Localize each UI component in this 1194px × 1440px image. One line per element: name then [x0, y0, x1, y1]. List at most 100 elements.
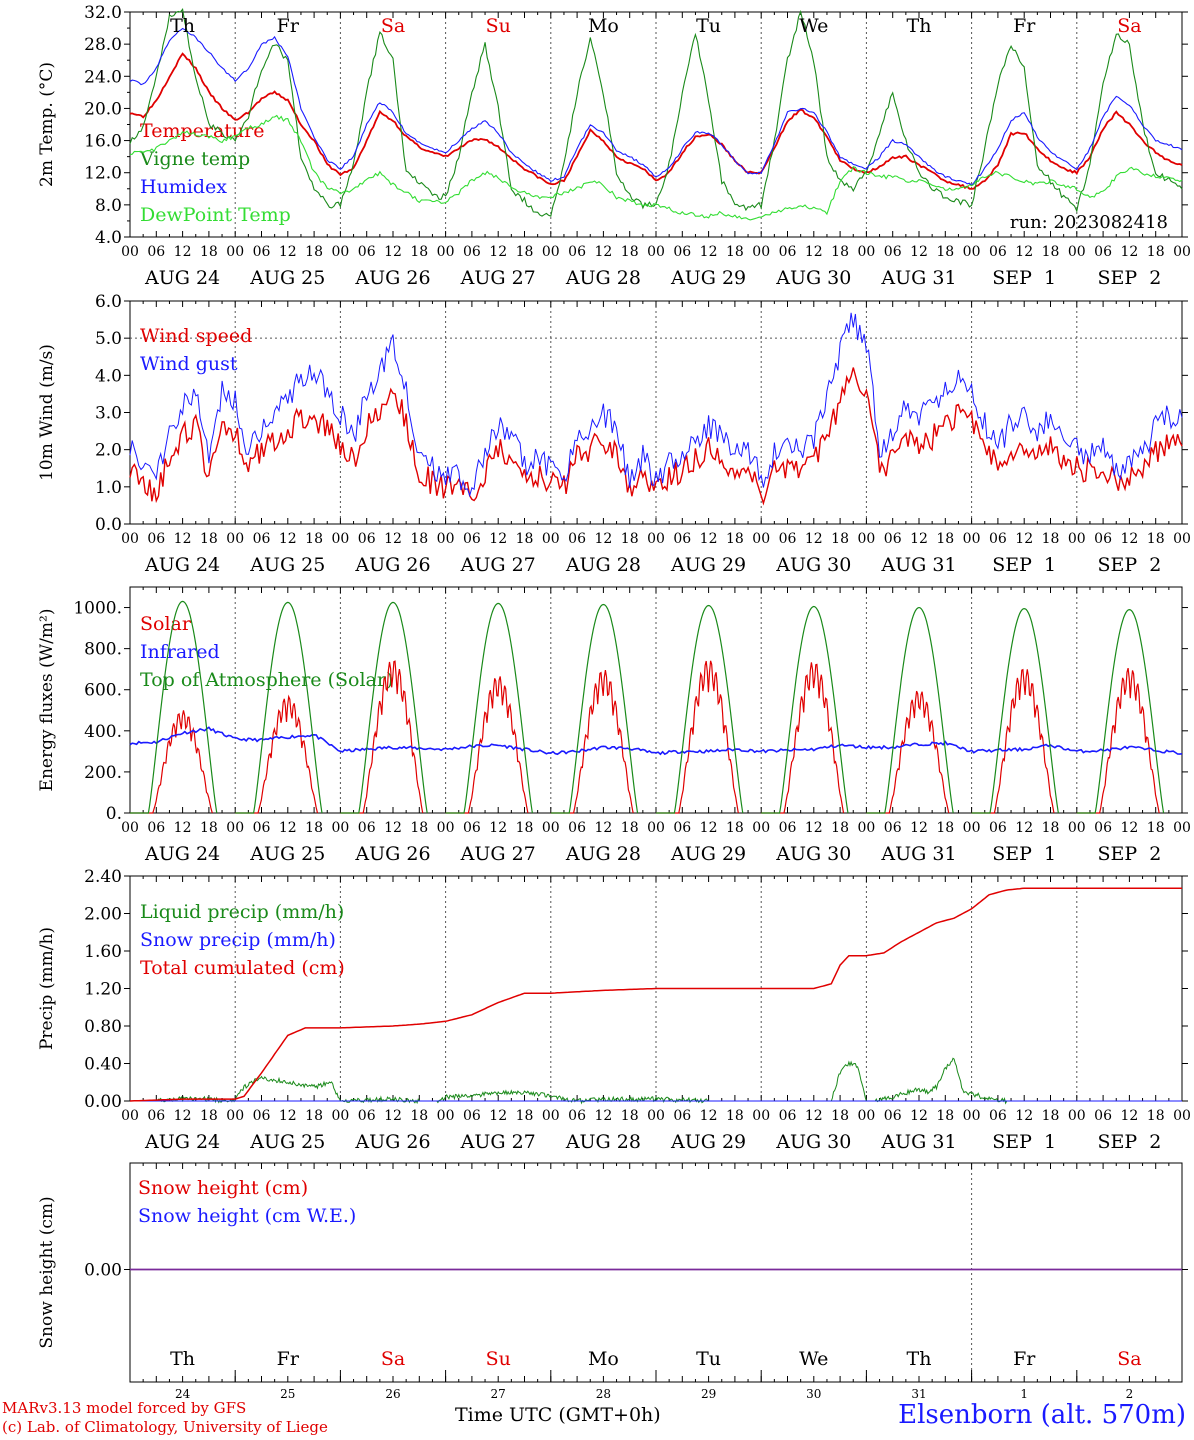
y-axis-label: 2m Temp. (°C)	[37, 62, 57, 187]
x-date-label: AUG 28	[565, 267, 641, 289]
series-line	[130, 600, 1165, 814]
x-date-label: AUG 24	[144, 554, 220, 576]
x-hour-label: 06	[989, 531, 1007, 547]
x-hour-label: 00	[752, 244, 770, 260]
x-hour-label: 12	[910, 531, 928, 547]
x-hour-label: 12	[594, 820, 612, 836]
x-date-label: AUG 29	[670, 267, 746, 289]
x-date-label: SEP 1	[992, 554, 1056, 576]
x-hour-label: 12	[700, 531, 718, 547]
y-tick-label: 12.0	[84, 164, 122, 184]
x-hour-label: 00	[437, 820, 455, 836]
x-hour-label: 12	[805, 820, 823, 836]
x-hour-label: 12	[1015, 244, 1033, 260]
x-hour-label: 18	[1042, 820, 1060, 836]
x-hour-label: 00	[331, 531, 349, 547]
x-hour-label: 00	[437, 531, 455, 547]
x-hour-label: 18	[831, 820, 849, 836]
x-hour-label: 00	[752, 820, 770, 836]
y-axis-label: Snow height (cm)	[37, 1196, 57, 1348]
y-tick-label: 2.40	[84, 867, 122, 887]
legend-label: Snow precip (mm/h)	[140, 929, 336, 951]
x-hour-label: 00	[121, 820, 139, 836]
x-hour-label: 18	[621, 820, 639, 836]
x-hour-label: 12	[489, 820, 507, 836]
y-tick-label: 1000.	[73, 599, 122, 619]
x-hour-label: 12	[384, 820, 402, 836]
x-hour-label: 00	[437, 1108, 455, 1124]
series-line	[129, 114, 1183, 221]
x-date-label: SEP 1	[992, 843, 1056, 865]
x-hour-label: 00	[647, 820, 665, 836]
y-axis-label: Energy fluxes (W/m²)	[37, 609, 57, 792]
weekday-label: Tu	[696, 15, 721, 37]
x-hour-label: 12	[1015, 820, 1033, 836]
legend-label: Liquid precip (mm/h)	[140, 901, 344, 923]
weekday-label: Fr	[1013, 15, 1036, 37]
x-hour-label: 06	[358, 1108, 376, 1124]
x-hour-label: 18	[621, 531, 639, 547]
x-hour-label: 18	[410, 244, 428, 260]
y-tick-label: 200.	[84, 763, 122, 783]
x-date-label: AUG 27	[460, 843, 536, 865]
x-hour-label: 18	[305, 531, 323, 547]
x-hour-label: 06	[884, 244, 902, 260]
x-hour-label: 00	[226, 531, 244, 547]
x-hour-label: 18	[831, 531, 849, 547]
x-hour-label: 12	[1015, 531, 1033, 547]
x-hour-label: 12	[910, 1108, 928, 1124]
x-hour-label: 06	[568, 244, 586, 260]
x-hour-label: 06	[673, 244, 691, 260]
x-hour-label: 06	[1094, 1108, 1112, 1124]
x-date-label: AUG 31	[880, 554, 956, 576]
x-hour-label: 12	[279, 1108, 297, 1124]
x-hour-label: 06	[1094, 820, 1112, 836]
y-tick-label: 0.0	[95, 515, 122, 535]
day-number-label: 28	[596, 1387, 611, 1401]
x-hour-label: 12	[1120, 244, 1138, 260]
x-date-label: AUG 28	[565, 1131, 641, 1153]
x-hour-label: 06	[884, 820, 902, 836]
x-hour-label: 00	[1173, 531, 1191, 547]
y-tick-label: 4.0	[95, 366, 122, 386]
x-hour-label: 06	[253, 1108, 271, 1124]
x-hour-label: 18	[621, 244, 639, 260]
x-date-label: AUG 28	[565, 554, 641, 576]
weekday-label: Fr	[277, 15, 300, 37]
model-credit: MARv3.13 model forced by GFS	[2, 1399, 247, 1417]
series-line	[130, 660, 1160, 814]
weekday-label: Th	[170, 15, 195, 37]
x-hour-label: 00	[121, 531, 139, 547]
y-tick-label: 400.	[84, 722, 122, 742]
x-hour-label: 12	[594, 1108, 612, 1124]
x-hour-label: 00	[437, 244, 455, 260]
x-hour-label: 12	[384, 244, 402, 260]
weekday-label: Mo	[588, 15, 619, 37]
x-hour-label: 00	[857, 1108, 875, 1124]
x-hour-label: 12	[594, 531, 612, 547]
x-date-label: AUG 24	[144, 267, 220, 289]
x-hour-label: 18	[1042, 531, 1060, 547]
x-hour-label: 18	[410, 531, 428, 547]
x-hour-label: 00	[121, 1108, 139, 1124]
x-hour-label: 18	[305, 244, 323, 260]
x-hour-label: 06	[358, 820, 376, 836]
day-number-label: 30	[806, 1387, 821, 1401]
series-line	[129, 367, 1183, 506]
x-hour-label: 06	[463, 244, 481, 260]
legend-label: Infrared	[140, 641, 220, 663]
weekday-label: Tu	[696, 1348, 721, 1370]
x-hour-label: 00	[647, 531, 665, 547]
weekday-label: Sa	[1117, 15, 1141, 37]
y-tick-label: 0.40	[84, 1055, 122, 1075]
day-number-label: 2	[1126, 1387, 1134, 1401]
legend-label: Wind gust	[140, 353, 238, 375]
series-line	[129, 887, 1182, 1102]
x-hour-label: 00	[331, 820, 349, 836]
y-tick-label: 0.80	[84, 1017, 122, 1037]
x-hour-label: 12	[1120, 1108, 1138, 1124]
x-hour-label: 12	[489, 1108, 507, 1124]
x-date-label: AUG 30	[775, 1131, 851, 1153]
x-hour-label: 18	[936, 1108, 954, 1124]
weekday-label: Fr	[1013, 1348, 1036, 1370]
